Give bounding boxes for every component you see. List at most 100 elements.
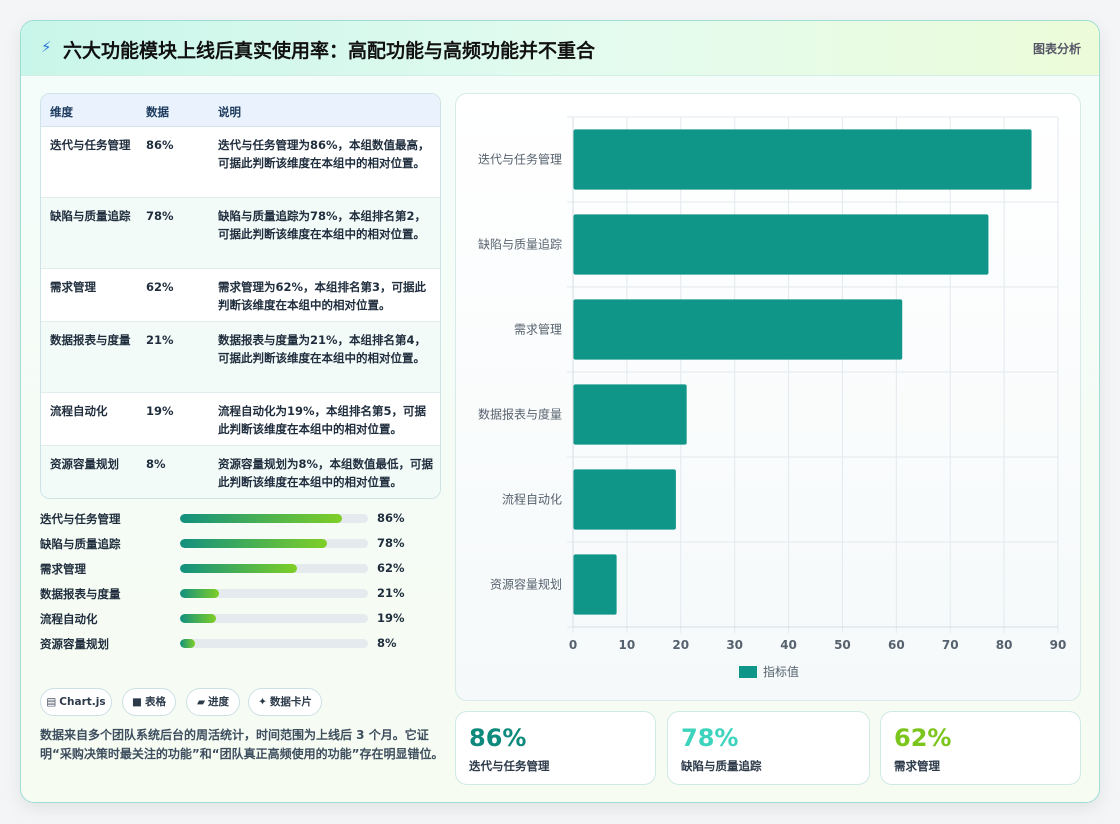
bar <box>573 129 1032 190</box>
kpi-card: 86% 迭代与任务管理 <box>455 711 656 785</box>
progress-row: 资源容量规划 8% <box>40 632 441 657</box>
chip-label: 表格 <box>144 696 166 708</box>
chip-progress[interactable]: ▰ 进度 <box>186 688 240 716</box>
bolt-icon: ⚡ <box>41 38 52 56</box>
kpi-label: 迭代与任务管理 <box>469 759 550 773</box>
bar <box>573 384 687 445</box>
x-tick-label: 20 <box>672 638 689 652</box>
row-desc: 迭代与任务管理为86%，本组数值最高，可据此判断该维度在本组中的相对位置。 <box>218 138 430 170</box>
progress-label: 数据报表与度量 <box>40 587 121 601</box>
progress-track <box>180 539 368 548</box>
table-row: 缺陷与质量追踪 78% 缺陷与质量追踪为78%，本组排名第2，可据此判断该维度在… <box>41 198 440 269</box>
x-tick-label: 80 <box>996 638 1013 652</box>
kpi-card: 62% 需求管理 <box>880 711 1081 785</box>
chip-chartjs[interactable]: ▤ Chart.js <box>40 688 112 716</box>
progress-row: 流程自动化 19% <box>40 607 441 632</box>
row-value: 78% <box>146 209 174 223</box>
chip-label: Chart.js <box>59 696 106 708</box>
row-value: 19% <box>146 404 174 418</box>
page-title: 六大功能模块上线后真实使用率：高配功能与高频功能并不重合 <box>63 40 596 62</box>
row-desc: 需求管理为62%，本组排名第3，可据此判断该维度在本组中的相对位置。 <box>218 280 427 312</box>
y-tick-label: 需求管理 <box>514 322 562 337</box>
x-tick-label: 30 <box>726 638 743 652</box>
x-tick-label: 0 <box>569 638 577 652</box>
chip-label: 进度 <box>208 696 230 708</box>
progress-track <box>180 514 368 523</box>
row-name: 缺陷与质量追踪 <box>50 209 131 223</box>
row-value: 62% <box>146 280 174 294</box>
x-tick-label: 10 <box>619 638 636 652</box>
progress-fill <box>180 539 327 548</box>
x-tick-label: 70 <box>942 638 959 652</box>
progress-value: 78% <box>377 536 405 550</box>
x-tick-label: 40 <box>780 638 797 652</box>
row-name: 流程自动化 <box>50 404 108 418</box>
y-tick-label: 流程自动化 <box>502 492 562 507</box>
kpi-value: 86% <box>469 724 527 752</box>
progress-track <box>180 639 368 648</box>
header-bar: ⚡ 六大功能模块上线后真实使用率：高配功能与高频功能并不重合 图表分析 <box>21 21 1099 76</box>
table-row: 流程自动化 19% 流程自动化为19%，本组排名第5，可据此判断该维度在本组中的… <box>41 393 440 446</box>
table-row: 需求管理 62% 需求管理为62%，本组排名第3，可据此判断该维度在本组中的相对… <box>41 269 440 322</box>
progress-track <box>180 614 368 623</box>
kpi-value: 62% <box>894 724 952 752</box>
chip-table[interactable]: ■ 表格 <box>122 688 176 716</box>
y-tick-label: 迭代与任务管理 <box>478 152 562 167</box>
progress-fill <box>180 589 220 598</box>
table-row: 迭代与任务管理 86% 迭代与任务管理为86%，本组数值最高，可据此判断该维度在… <box>41 127 440 198</box>
kpi-value: 78% <box>681 724 739 752</box>
legend-swatch <box>739 666 757 678</box>
dashboard-card: ⚡ 六大功能模块上线后真实使用率：高配功能与高频功能并不重合 图表分析 维度 数… <box>20 20 1100 803</box>
progress-value: 86% <box>377 511 405 525</box>
row-value: 21% <box>146 333 174 347</box>
table-row: 资源容量规划 8% 资源容量规划为8%，本组数值最低，可据此判断该维度在本组中的… <box>41 446 440 498</box>
progress-value: 21% <box>377 586 405 600</box>
kpi-label: 缺陷与质量追踪 <box>681 759 762 773</box>
chart-icon: ▤ <box>46 696 57 708</box>
kpi-label: 需求管理 <box>894 759 940 773</box>
row-desc: 资源容量规划为8%，本组数值最低，可据此判断该维度在本组中的相对位置。 <box>218 457 434 489</box>
row-value: 8% <box>146 457 166 471</box>
table-header-value: 数据 <box>146 105 169 119</box>
bar <box>573 469 676 530</box>
row-desc: 数据报表与度量为21%，本组排名第4，可据此判断该维度在本组中的相对位置。 <box>218 333 427 365</box>
progress-list: 迭代与任务管理 86% 缺陷与质量追踪 78% 需求管理 62% 数据报表与度量 21% 流程自… <box>40 507 441 657</box>
chip-data-card[interactable]: ✦ 数据卡片 <box>248 688 322 716</box>
progress-label: 流程自动化 <box>40 612 98 626</box>
progress-label: 迭代与任务管理 <box>40 512 121 526</box>
bar <box>573 214 989 275</box>
kpi-card: 78% 缺陷与质量追踪 <box>667 711 870 785</box>
row-value: 86% <box>146 138 174 152</box>
progress-icon: ▰ <box>196 696 206 708</box>
progress-fill <box>180 514 342 523</box>
progress-value: 19% <box>377 611 405 625</box>
table-header-desc: 说明 <box>218 105 241 119</box>
table-row: 数据报表与度量 21% 数据报表与度量为21%，本组排名第4，可据此判断该维度在… <box>41 322 440 393</box>
progress-fill <box>180 564 297 573</box>
header-tag: 图表分析 <box>1032 42 1081 56</box>
row-name: 资源容量规划 <box>50 457 119 471</box>
progress-track <box>180 589 368 598</box>
row-name: 迭代与任务管理 <box>50 138 131 152</box>
table-header: 维度 数据 说明 <box>41 94 440 127</box>
row-desc: 流程自动化为19%，本组排名第5，可据此判断该维度在本组中的相对位置。 <box>218 404 427 436</box>
progress-row: 需求管理 62% <box>40 557 441 582</box>
table-header-dimension: 维度 <box>50 105 73 119</box>
progress-fill <box>180 614 216 623</box>
progress-row: 迭代与任务管理 86% <box>40 507 441 532</box>
row-desc: 缺陷与质量追踪为78%，本组排名第2，可据此判断该维度在本组中的相对位置。 <box>218 209 427 241</box>
row-name: 数据报表与度量 <box>50 333 131 347</box>
progress-row: 数据报表与度量 21% <box>40 582 441 607</box>
progress-label: 资源容量规划 <box>40 637 109 651</box>
data-table: 维度 数据 说明 迭代与任务管理 86% 迭代与任务管理为86%，本组数值最高，… <box>40 93 441 499</box>
progress-fill <box>180 639 196 648</box>
bar <box>573 554 617 615</box>
progress-row: 缺陷与质量追踪 78% <box>40 532 441 557</box>
bar-chart-panel: 迭代与任务管理 缺陷与质量追踪 需求管理 数据报表与度量 流程自动化 资源容量规划 0 10 2… <box>455 93 1081 701</box>
bar <box>573 299 903 360</box>
x-tick-label: 90 <box>1050 638 1067 652</box>
y-tick-label: 数据报表与度量 <box>478 407 562 422</box>
progress-label: 需求管理 <box>40 562 86 576</box>
progress-label: 缺陷与质量追踪 <box>40 537 121 551</box>
